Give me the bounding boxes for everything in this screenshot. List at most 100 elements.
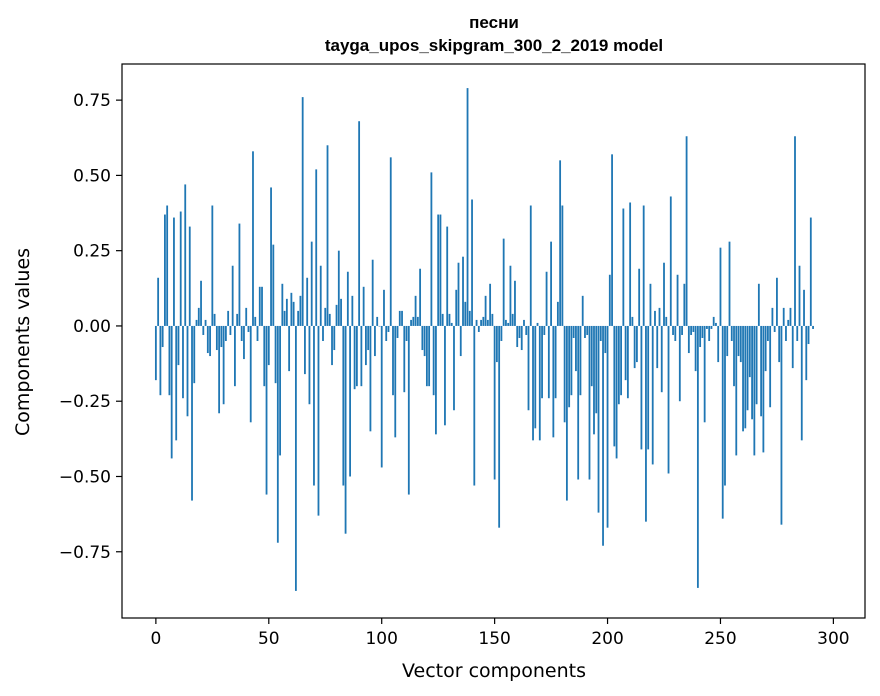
bar [649,283,652,326]
x-tick-label: 100 [365,629,397,649]
x-tick-label: 300 [817,629,849,649]
bar [550,241,552,326]
bar [721,325,724,519]
bar [394,325,397,438]
bar [739,325,742,363]
bar [796,325,799,341]
bar [482,316,485,326]
bar [473,325,476,486]
bar [742,325,744,432]
bar [805,325,808,381]
bar [435,325,437,435]
bar [534,325,537,429]
plot-frame [121,63,866,619]
bar [624,325,627,381]
bar [712,316,715,326]
bar [270,187,272,326]
bar [717,325,720,363]
bar [331,325,333,366]
bar [753,325,756,456]
bar [353,325,356,390]
bar [308,325,311,405]
bar [593,325,595,435]
bar [696,325,699,588]
bar [376,316,379,326]
bar [254,316,257,326]
bar [608,274,611,326]
bars-group [154,88,814,591]
bar [588,325,591,480]
bar [617,325,620,405]
bar [685,136,688,326]
bar [633,325,636,369]
bar [554,325,557,399]
bar [505,319,507,326]
bar [468,310,471,326]
bar [193,325,196,384]
bar [362,286,365,326]
bar [728,241,731,326]
bar [748,325,751,378]
bar [333,325,336,351]
bar [416,316,419,326]
bar [568,325,571,408]
bar [455,289,458,326]
bar [529,205,532,326]
x-tick-label: 0 [150,629,161,649]
bar [597,325,600,513]
bar [536,322,539,326]
bar [746,325,749,411]
bar [523,319,525,326]
bar [209,325,211,357]
bar [407,325,410,495]
bar [173,217,175,326]
bar [785,325,787,341]
bar [202,325,205,335]
bar [236,313,239,326]
bar [645,325,647,522]
bar [710,325,713,329]
bar [541,325,543,399]
x-tick-label: 250 [704,629,736,649]
bar [495,325,498,363]
chart-subtitle: tayga_upos_skipgram_300_2_2019 model [325,36,663,55]
bar [809,217,812,326]
bar [622,208,625,326]
bar [224,325,227,341]
bar [663,262,665,326]
bar [425,325,428,387]
bar [222,325,225,405]
y-axis-label: Components values [12,248,34,436]
bar [500,325,503,341]
bar [290,292,293,326]
bar [184,184,187,326]
bar [182,325,184,399]
bar [518,325,521,338]
bar [317,325,320,516]
bar [227,310,230,326]
bar [511,313,514,326]
bar [636,325,638,363]
bar [281,283,284,326]
bar [570,325,573,396]
bar [769,325,772,408]
bar [477,325,480,332]
bar [665,316,668,326]
bar [326,145,329,326]
bar [730,325,733,341]
x-axis-label: Vector components [402,660,586,682]
bar [258,286,261,326]
bar [538,325,541,441]
bar [620,325,622,396]
bar [735,325,738,456]
bar [374,325,376,357]
bar [733,325,735,387]
bar [507,322,510,326]
bar [256,325,259,341]
bar [737,325,740,357]
bar [213,313,216,326]
bar [755,325,758,405]
bar [667,325,670,474]
bar [744,325,747,429]
